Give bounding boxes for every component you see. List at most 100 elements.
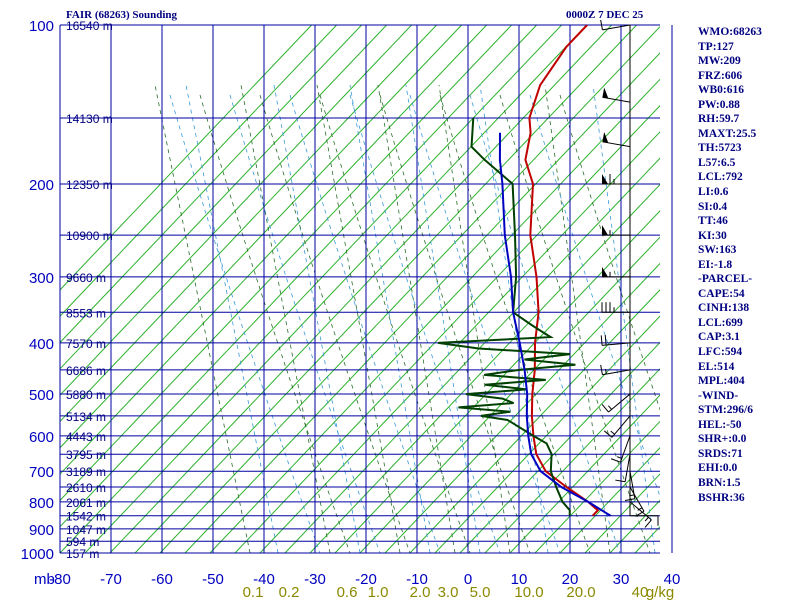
- isotherm-line: [60, 25, 487, 475]
- temperature-line: [524, 25, 600, 517]
- isotherm-line: [459, 341, 660, 553]
- height-label: 8553 m: [66, 306, 106, 320]
- height-label: 1542 m: [66, 510, 106, 524]
- index-value: HEL:-50: [698, 418, 742, 431]
- index-value: -PARCEL-: [698, 273, 753, 286]
- mixing-ratio-label: g/kg: [646, 584, 674, 600]
- index-value: TH:5723: [698, 142, 742, 155]
- isotherm-line: [334, 210, 660, 553]
- wind-barb: [604, 415, 631, 438]
- index-value: EL:514: [698, 360, 735, 373]
- pressure-tick-label: 500: [29, 387, 54, 404]
- height-label: 2061 m: [66, 496, 106, 510]
- mixing-ratio-line: [273, 84, 361, 553]
- index-value: MPL:404: [698, 375, 745, 388]
- mixing-ratio-label: 40: [632, 584, 649, 600]
- parcel-line: [498, 132, 612, 517]
- temperature-tick-label: -10: [406, 571, 428, 588]
- moist-adiabat-line: [169, 94, 321, 553]
- isotherm-line: [284, 157, 660, 553]
- isotherm-line: [60, 25, 462, 449]
- height-label: 3795 m: [66, 448, 106, 462]
- temperature-tick-label: 40: [664, 571, 681, 588]
- wind-barb: [601, 302, 630, 313]
- isotherm-line: [60, 25, 562, 553]
- isotherm-line: [409, 289, 660, 553]
- height-label: 14130 m: [66, 112, 113, 126]
- isotherm-line: [584, 473, 660, 553]
- moist-adiabat-line: [259, 94, 411, 553]
- dewpoint-line: [437, 117, 576, 516]
- wind-barb: [602, 266, 630, 278]
- index-value: KI:30: [698, 229, 727, 242]
- mixing-ratio-line: [479, 84, 549, 553]
- pressure-axis-label: mb: [34, 571, 55, 588]
- mixing-ratio-label: 2.0: [410, 584, 431, 600]
- index-value: SRDS:71: [698, 447, 743, 460]
- isotherm-line: [60, 25, 387, 370]
- wind-barb: [610, 435, 631, 463]
- pressure-tick-label: 200: [29, 177, 54, 194]
- mixing-ratio-label: 20.0: [566, 584, 595, 600]
- index-value: LCL:792: [698, 171, 743, 184]
- index-value: PW:0.88: [698, 98, 740, 111]
- isotherm-line: [60, 25, 362, 344]
- wind-barb: [602, 131, 631, 148]
- wind-barb: [602, 173, 630, 185]
- index-value: BSHR:36: [698, 491, 745, 504]
- mixing-ratio-line: [405, 84, 481, 553]
- isotherm-line: [60, 25, 437, 423]
- height-label: 5134 m: [66, 410, 106, 424]
- chart-title: FAIR (68263) Sounding: [66, 9, 178, 21]
- isotherm-line: [234, 104, 660, 553]
- index-value: STM:296/6: [698, 404, 753, 417]
- isotherm-line: [60, 25, 412, 396]
- index-value: EHI:0.0: [698, 462, 738, 475]
- mixing-ratio-label: 10.0: [514, 584, 543, 600]
- pressure-tick-label: 100: [29, 18, 54, 35]
- height-label: 3189 m: [66, 465, 106, 479]
- isotherm-line: [60, 25, 337, 317]
- index-value: FRZ:606: [698, 69, 743, 82]
- grid-lines: [59, 24, 673, 554]
- index-value: LI:0.6: [698, 186, 729, 199]
- sounding-series: [437, 25, 612, 517]
- pressure-tick-label: 1000: [21, 546, 54, 563]
- mixing-ratio-label: 5.0: [470, 584, 491, 600]
- index-value: MAXT:25.5: [698, 127, 757, 140]
- temperature-tick-label: -30: [304, 571, 326, 588]
- temperature-tick-label: -70: [100, 571, 122, 588]
- isotherm-line: [84, 25, 587, 553]
- isotherm-line: [309, 183, 660, 553]
- isotherm-line: [509, 394, 660, 553]
- index-value: TP:127: [698, 40, 734, 53]
- index-value: SW:163: [698, 244, 737, 257]
- index-value: WMO:68263: [698, 26, 762, 38]
- mixing-ratio-label: 0.1: [243, 584, 264, 600]
- height-label: 4443 m: [66, 430, 106, 444]
- isotherm-line: [359, 236, 660, 553]
- temperature-tick-label: 20: [562, 571, 579, 588]
- temperature-tick-label: -20: [355, 571, 377, 588]
- height-label: 157 m: [66, 547, 99, 561]
- wind-barb: [602, 87, 631, 103]
- index-value: WB0:616: [698, 84, 744, 97]
- mixing-ratio-label: 0.2: [279, 584, 300, 600]
- wind-barb: [615, 454, 631, 483]
- index-value: CAPE:54: [698, 287, 745, 300]
- height-label: 6686 m: [66, 364, 106, 378]
- height-label: 7570 m: [66, 337, 106, 351]
- mixing-ratio-line: [154, 84, 251, 553]
- isotherm-line: [484, 368, 660, 553]
- isotherm-line: [209, 78, 660, 553]
- moist-adiabat-line: [559, 94, 660, 411]
- sounding-time: 0000Z 7 DEC 25: [566, 9, 644, 21]
- wind-barb: [601, 393, 631, 413]
- pressure-tick-label: 300: [29, 270, 54, 287]
- height-label: 10900 m: [66, 229, 113, 243]
- isotherm-line: [159, 25, 660, 553]
- isotherm-line: [559, 447, 660, 553]
- mixing-ratio-label: 3.0: [438, 584, 459, 600]
- index-value: SI:0.4: [698, 200, 728, 213]
